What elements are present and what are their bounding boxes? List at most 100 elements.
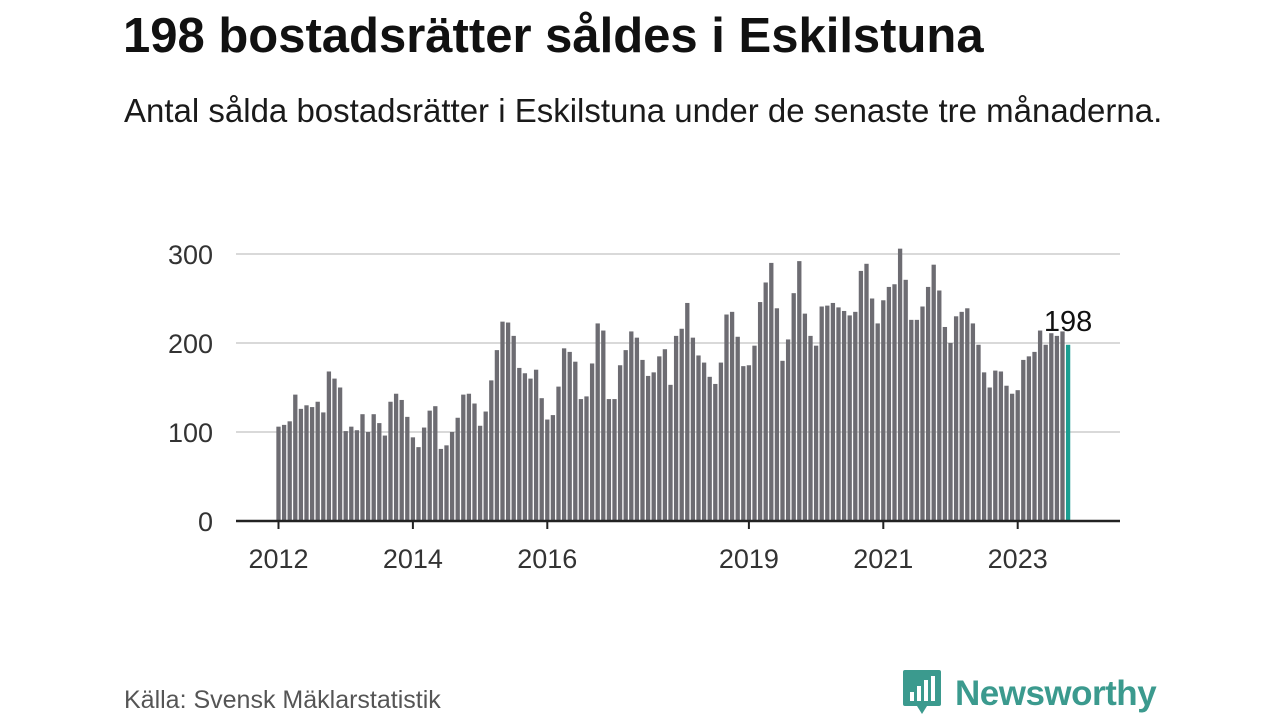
bar <box>343 431 348 521</box>
bar-latest <box>1065 344 1071 521</box>
bar <box>791 293 796 521</box>
bar <box>287 421 292 521</box>
bar <box>679 328 684 521</box>
bar <box>785 339 791 521</box>
bar <box>1004 385 1009 521</box>
bar <box>668 384 673 521</box>
bar <box>993 370 998 521</box>
bar <box>903 279 908 521</box>
bar <box>813 345 819 521</box>
bar <box>925 286 931 521</box>
bar <box>315 401 320 521</box>
bar <box>797 261 802 521</box>
bar <box>349 426 354 521</box>
bar <box>1032 351 1037 521</box>
bar <box>746 365 752 521</box>
bar <box>601 330 606 521</box>
bar <box>309 407 315 521</box>
chart-title: 198 bostadsrätter såldes i Eskilstuna <box>123 9 984 63</box>
labels: 0 100 200 300 2012 2014 2016 2019 2021 2023 198 <box>168 240 1092 574</box>
bar <box>774 308 780 521</box>
y-tick-label: 0 <box>198 507 213 537</box>
bar-chart: 0 100 200 300 2012 2014 2016 2019 2021 2023 198 <box>168 240 1120 574</box>
bar <box>589 363 595 521</box>
bar <box>293 394 298 521</box>
bar <box>685 302 690 521</box>
bar <box>281 424 287 521</box>
brand-name: Newsworthy <box>955 674 1157 713</box>
bar <box>942 326 948 521</box>
bar <box>326 371 332 521</box>
bar <box>634 337 640 521</box>
bar <box>494 350 500 521</box>
bar <box>780 360 785 521</box>
bar <box>472 403 477 521</box>
bar <box>1037 330 1043 521</box>
bar <box>690 337 696 521</box>
bar <box>567 351 572 521</box>
bar <box>920 306 925 521</box>
bar <box>735 336 740 521</box>
bar <box>371 414 376 521</box>
bar <box>623 350 628 521</box>
bar <box>707 376 712 521</box>
bar <box>455 417 460 521</box>
bar <box>505 322 511 521</box>
bar <box>830 302 836 521</box>
bar <box>539 398 544 521</box>
bar <box>388 401 393 521</box>
bar <box>802 313 808 521</box>
y-tick-label: 200 <box>168 329 213 359</box>
bar <box>461 394 466 521</box>
bar <box>931 264 936 521</box>
bar <box>959 311 964 521</box>
bar <box>511 335 516 521</box>
bar <box>864 263 869 521</box>
bar <box>953 316 959 521</box>
bar <box>976 344 981 521</box>
bar <box>701 362 707 521</box>
chart-subtitle: Antal sålda bostadsrätter i Eskilstuna u… <box>124 92 1163 129</box>
bar <box>561 348 567 521</box>
brand-logo: Newsworthy <box>901 668 1157 721</box>
bar <box>528 378 533 521</box>
bar <box>741 366 746 521</box>
bar <box>869 298 875 521</box>
bar <box>517 367 522 521</box>
bar <box>881 300 886 521</box>
bar <box>550 415 556 521</box>
bar <box>841 310 847 521</box>
bar <box>836 307 841 521</box>
bar <box>948 343 953 521</box>
bar <box>500 321 505 521</box>
y-tick-label: 100 <box>168 418 213 448</box>
x-tick-label: 2021 <box>853 544 913 574</box>
bar <box>405 416 410 521</box>
x-tick-label: 2019 <box>719 544 779 574</box>
bar <box>410 437 416 521</box>
bar <box>808 335 813 521</box>
bar <box>573 361 578 521</box>
bar <box>858 270 864 521</box>
bar <box>449 432 455 521</box>
bar <box>477 425 483 521</box>
bar <box>875 323 880 521</box>
x-tick-label: 2023 <box>988 544 1048 574</box>
bar <box>1043 344 1048 521</box>
bar <box>606 399 612 521</box>
bar <box>853 311 858 521</box>
bar <box>752 345 757 521</box>
bar <box>914 319 920 521</box>
newsworthy-logo-icon <box>901 668 943 721</box>
bars <box>276 248 1071 521</box>
bar <box>276 426 281 521</box>
x-tick-label: 2012 <box>248 544 308 574</box>
bar <box>1060 331 1065 521</box>
x-tick-label: 2016 <box>517 544 577 574</box>
bar <box>970 323 976 521</box>
bar <box>757 302 763 521</box>
bar <box>657 356 662 521</box>
source-note: Källa: Svensk Mäklarstatistik <box>124 686 441 714</box>
bar <box>651 372 656 521</box>
bar <box>909 319 914 521</box>
